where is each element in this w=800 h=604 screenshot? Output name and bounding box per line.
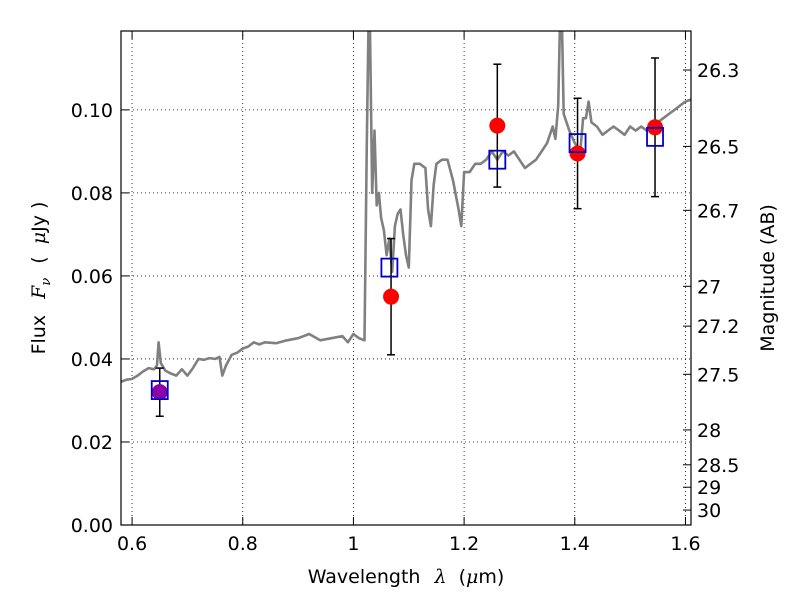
y2-tick-label: 29 <box>697 477 721 499</box>
y-axis-label-unit-open: ( <box>28 256 50 263</box>
x-axis-label-text: Wavelength <box>308 566 421 588</box>
x-tick-label: 0.8 <box>228 533 258 555</box>
y2-axis-label: Magnitude (AB) <box>757 204 779 352</box>
data-point <box>151 384 168 401</box>
y2-tick-label: 26.7 <box>697 200 739 222</box>
y-tick-label: 0.04 <box>71 349 113 371</box>
tick-layer <box>121 31 691 526</box>
x-tick-label: 1.6 <box>670 533 700 555</box>
y2-tick-label: 27.5 <box>697 364 739 386</box>
x-tick-label: 1 <box>347 533 359 555</box>
marker-layer <box>150 57 664 417</box>
x-axis-label-unit-mu: μ <box>466 566 478 588</box>
y-tick-label: 0.08 <box>71 183 113 205</box>
spectrum-layer <box>121 31 691 384</box>
model-square <box>568 133 587 153</box>
y-axis-label-text: Flux <box>28 315 50 355</box>
y2-tick-label: 26.3 <box>697 60 739 82</box>
y2-tick-label: 28 <box>697 420 721 442</box>
y-tick-label: 0.06 <box>71 266 113 288</box>
y-axis-label: Flux Fν ( μJy ) <box>28 202 55 355</box>
model-square <box>646 126 664 147</box>
y-tick-label: 0.10 <box>71 100 113 122</box>
x-axis-label: Wavelength λ (μm) <box>308 566 505 588</box>
model-square <box>488 149 507 170</box>
data-point <box>489 117 506 134</box>
x-axis-label-symbol: λ <box>433 566 446 588</box>
x-tick-label: 1.2 <box>449 533 479 555</box>
x-tick-label: 0.6 <box>117 533 147 555</box>
x-axis-label-unit-open: ( <box>459 566 466 588</box>
spectrum-line <box>121 31 691 384</box>
y2-tick-label: 28.5 <box>697 455 739 477</box>
y-axis-label-sub: ν <box>39 278 54 286</box>
y2-tick-label: 30 <box>697 500 721 522</box>
y2-tick-label: 27.2 <box>697 316 739 338</box>
y-axis-label-symbol: F <box>28 285 50 300</box>
data-point <box>383 288 400 305</box>
y-axis-label-unit-mu: μ <box>28 232 50 244</box>
data-point <box>569 145 586 162</box>
y-axis-label-unit-rest: Jy ) <box>28 202 50 233</box>
plot-frame <box>120 30 692 526</box>
x-tick-label: 1.4 <box>560 533 590 555</box>
model-square <box>380 257 399 278</box>
y-tick-label: 0.02 <box>71 432 113 454</box>
x-axis-label-unit-rest: m) <box>478 566 504 588</box>
y2-tick-label: 26.5 <box>697 136 739 158</box>
model-square <box>150 380 169 400</box>
grid <box>121 31 691 526</box>
y2-tick-label: 27 <box>697 276 721 298</box>
y-tick-label: 0.00 <box>71 515 113 537</box>
